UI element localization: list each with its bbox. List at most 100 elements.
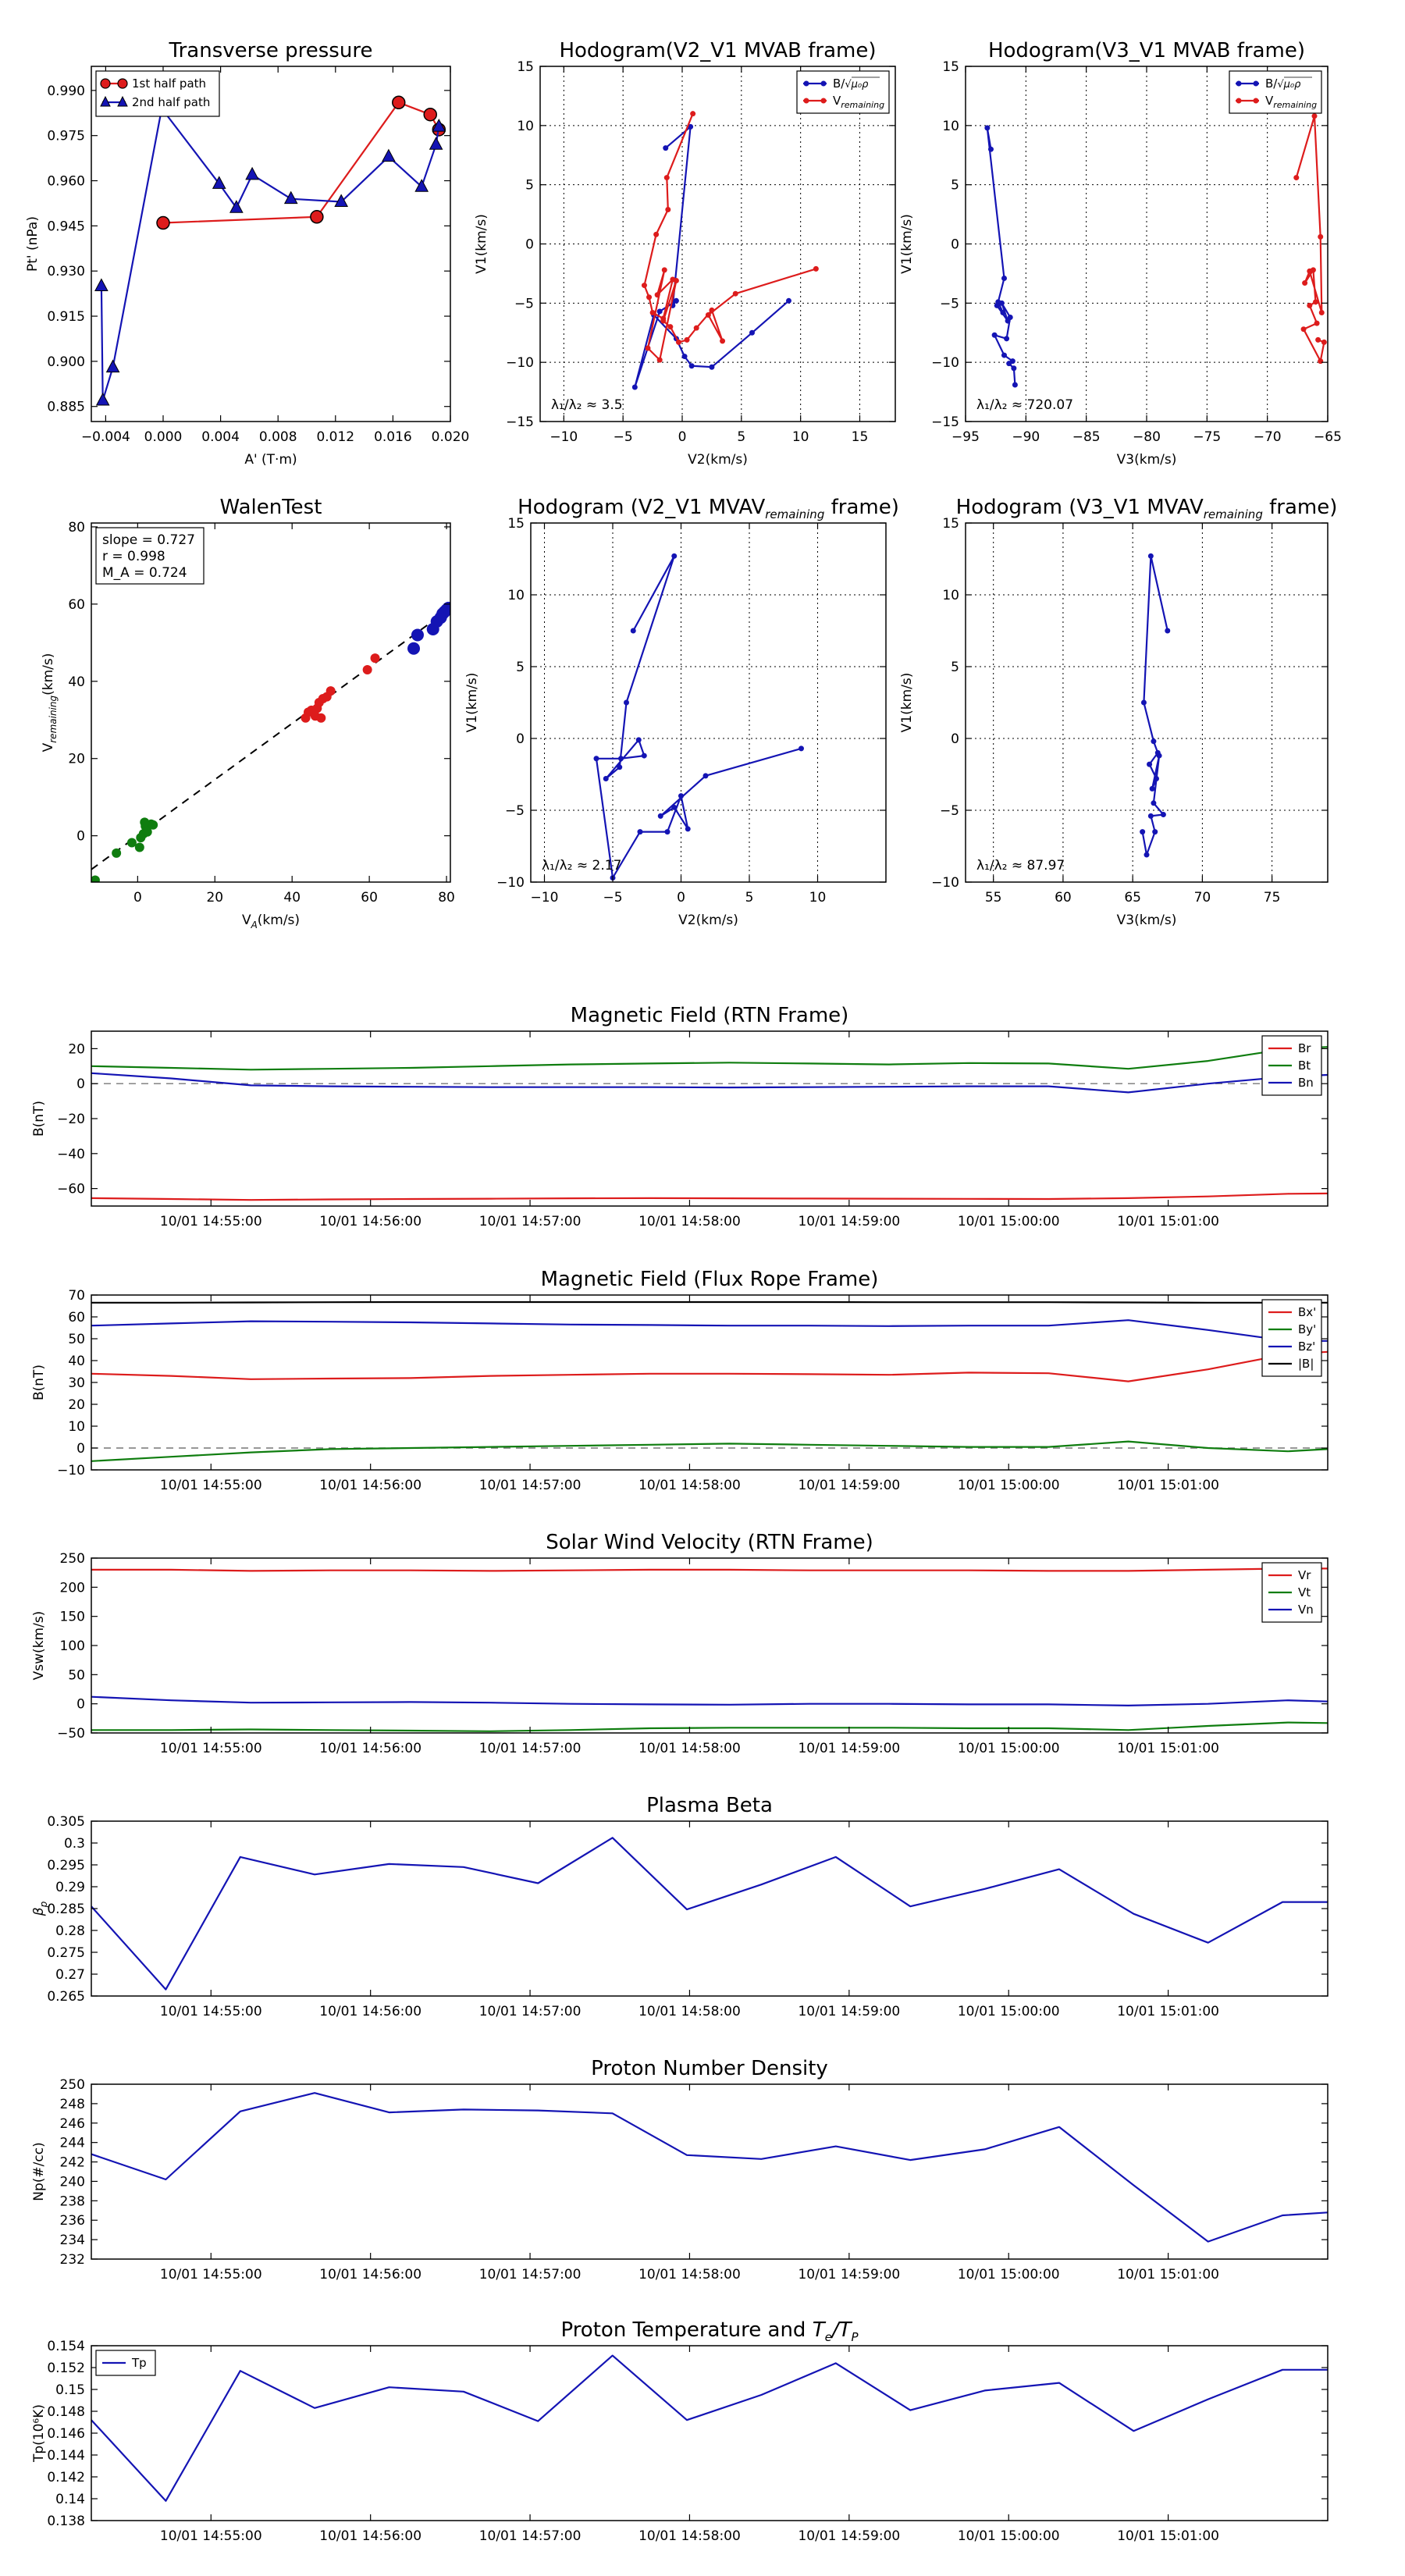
- legend-label: B/√μ₀ρ: [833, 76, 869, 91]
- y-tick-label: −15: [506, 415, 534, 430]
- stats-line: r = 0.998: [102, 549, 165, 564]
- y-tick-label: 248: [60, 2097, 85, 2112]
- data-point: [709, 307, 715, 313]
- data-point: [720, 338, 726, 344]
- legend-marker: [100, 78, 111, 89]
- y-tick-label: 0.295: [47, 1858, 85, 1873]
- data-point: [702, 773, 709, 779]
- data-point: [1012, 382, 1018, 388]
- y-axis-label: Np(#/cc): [31, 2142, 47, 2201]
- data-point: [635, 737, 642, 743]
- legend-marker: [1236, 80, 1242, 87]
- x-tick-label: 75: [1264, 890, 1281, 906]
- y-tick-label: 60: [68, 597, 85, 613]
- legend-label: 1st half path: [132, 76, 206, 91]
- x-tick-label: −80: [1133, 429, 1161, 445]
- y-tick-label: 10: [942, 588, 959, 603]
- y-tick-label: 80: [68, 520, 85, 535]
- data-point: [112, 848, 122, 858]
- legend: B/√μ₀ρ Vremaining: [796, 70, 890, 114]
- legend-label: Tp: [131, 2356, 147, 2370]
- x-axis-label: V2(km/s): [678, 913, 738, 928]
- axes-frame: [91, 2345, 1329, 2521]
- y-tick-label: 15: [942, 59, 959, 75]
- y-tick-label: 0.960: [47, 174, 85, 190]
- x-tick-label: 10/01 14:55:00: [160, 2267, 262, 2282]
- y-tick-label: 250: [60, 2077, 85, 2093]
- stats-line: slope = 0.727: [102, 532, 195, 548]
- y-tick-label: 50: [68, 1667, 85, 1683]
- y-tick-label: 232: [60, 2252, 85, 2268]
- proton_temperature-panel: Proton Temperature and Te/TP 10/01 14:55:…: [31, 2318, 1329, 2544]
- data-point: [1318, 358, 1324, 365]
- x-axis-label: V3(km/s): [1117, 913, 1177, 928]
- y-axis-label: Tp(10⁶K): [31, 2404, 47, 2463]
- y-axis-label: Pt' (nPa): [25, 216, 41, 272]
- data-point: [705, 312, 711, 318]
- y-tick-label: 10: [517, 119, 534, 134]
- x-tick-label: −85: [1072, 429, 1101, 445]
- y-tick-label: 0: [951, 237, 959, 253]
- series-line-0: [91, 2092, 1328, 2243]
- plot-area: [94, 95, 446, 406]
- data-point: [1318, 309, 1325, 315]
- axes-frame: [91, 522, 451, 883]
- y-axis-label: βp: [31, 1901, 49, 1916]
- plot-area: [91, 601, 450, 882]
- stats-box: [95, 527, 205, 585]
- legend: Br Bt Bn: [1261, 1035, 1322, 1096]
- data-point: [688, 123, 694, 130]
- data-point: [414, 179, 429, 192]
- mag_rtn-panel: Magnetic Field (RTN Frame) 10/01 14:55:00…: [31, 1004, 1329, 1229]
- legend-label: Bz': [1298, 1340, 1315, 1354]
- legend-marker: [803, 80, 809, 87]
- data-point: [646, 294, 653, 301]
- walen_test-panel: WalenTest 0 20 40 60 80 0 20 40 60 80 VA(km/s) Vrema…: [41, 496, 455, 930]
- y-tick-label: −10: [57, 1463, 85, 1478]
- data-point: [407, 642, 421, 655]
- data-point: [675, 339, 681, 345]
- x-tick-label: 40: [283, 890, 301, 906]
- series-line-0: [634, 126, 790, 389]
- series-line-1: [1295, 115, 1325, 362]
- data-point: [140, 817, 150, 827]
- y-tick-label: −10: [496, 875, 525, 891]
- x-tick-label: −90: [1012, 429, 1040, 445]
- axes-frame: [965, 522, 1329, 883]
- data-point: [134, 842, 144, 852]
- legend-label: By': [1298, 1322, 1316, 1336]
- y-tick-label: 250: [60, 1551, 85, 1567]
- y-tick-label: 0: [76, 1441, 85, 1457]
- legend-label: Vremaining: [833, 94, 884, 110]
- data-point: [690, 111, 696, 117]
- data-point: [283, 190, 298, 205]
- x-tick-label: 0: [678, 429, 687, 445]
- data-point: [325, 686, 336, 696]
- legend: B/√μ₀ρ Vremaining: [1229, 70, 1322, 114]
- series-line-0: [162, 101, 440, 224]
- x-axis-label: A' (T·m): [244, 452, 297, 468]
- data-point: [303, 707, 313, 717]
- data-point: [1001, 352, 1007, 358]
- legend-label: Bx': [1298, 1305, 1316, 1319]
- plasma_beta-panel: Plasma Beta 10/01 14:55:00 10/01 14:56:00 1…: [31, 1794, 1329, 2019]
- y-tick-label: 0.14: [55, 2492, 85, 2507]
- legend-box: [95, 70, 220, 117]
- eigenvalue-ratio-label: λ₁/λ₂ ≈ 87.97: [976, 858, 1065, 873]
- x-tick-label: −65: [1314, 429, 1342, 445]
- x-tick-label: 10/01 15:01:00: [1117, 1214, 1219, 1229]
- hodo_v3v1_mvab-panel: Hodogram(V3_V1 MVAB frame) −95 −90 −85 −80 −7…: [899, 39, 1342, 468]
- data-point: [1321, 339, 1327, 345]
- x-tick-label: 10/01 14:58:00: [638, 2004, 741, 2019]
- x-tick-label: 10/01 15:00:00: [958, 2528, 1060, 2544]
- series-line-0: [91, 1567, 1328, 1572]
- y-axis-label: Vremaining(km/s): [41, 653, 59, 753]
- x-tick-label: −95: [951, 429, 980, 445]
- x-tick-label: 10/01 14:58:00: [638, 2267, 741, 2282]
- y-tick-label: 0: [525, 237, 534, 253]
- x-tick-label: 10/01 14:58:00: [638, 1478, 741, 1493]
- data-point: [688, 363, 695, 369]
- legend: Tp: [95, 2350, 156, 2376]
- plot-area: [91, 1837, 1328, 1991]
